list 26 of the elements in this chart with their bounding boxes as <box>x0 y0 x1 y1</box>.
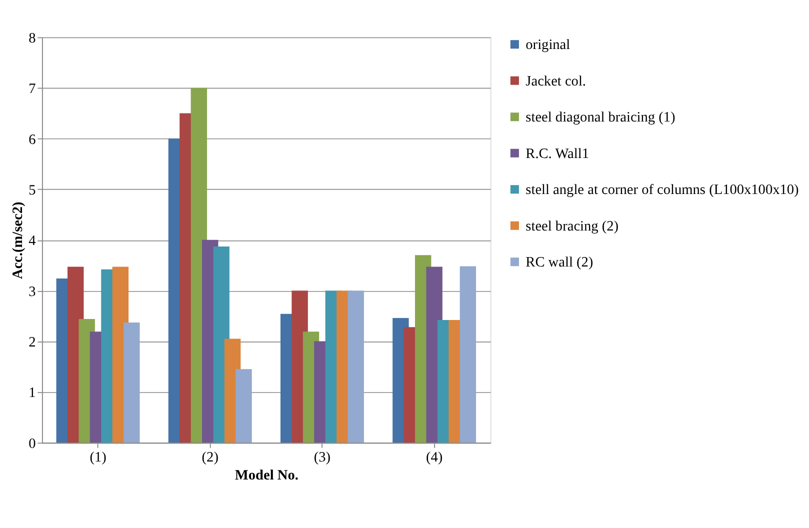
y-tick-label: 3 <box>28 284 36 300</box>
x-tick-label: (4) <box>426 449 443 466</box>
y-tick-label: 0 <box>28 436 36 452</box>
legend-label: stell angle at corner of columns (L100x100x10) <box>526 182 800 198</box>
y-tick-label: 2 <box>28 334 36 351</box>
y-tick-label: 6 <box>28 132 36 148</box>
legend-label: RC wall (2) <box>526 254 594 271</box>
legend-label: original <box>526 37 570 54</box>
x-tick-label: (1) <box>90 449 107 466</box>
bar <box>124 322 140 443</box>
legend-label: R.C. Wall1 <box>526 146 589 162</box>
bar <box>348 290 364 443</box>
y-tick-label: 8 <box>28 30 36 46</box>
y-axis-title: Acc.(m/sec2) <box>10 201 26 280</box>
bar <box>460 266 476 443</box>
legend-label: Jacket col. <box>526 73 586 90</box>
legend-label: steel diagonal braicing (1) <box>526 110 676 126</box>
y-tick-label: 4 <box>28 233 36 250</box>
x-axis-title: Model No. <box>234 467 298 484</box>
x-tick-label: (3) <box>314 449 331 466</box>
x-tick-label: (2) <box>202 449 219 466</box>
bar <box>236 369 252 443</box>
y-tick-label: 5 <box>28 182 36 198</box>
y-tick-label: 7 <box>28 81 36 98</box>
y-tick-label: 1 <box>28 385 36 402</box>
legend-label: steel bracing (2) <box>526 218 619 234</box>
